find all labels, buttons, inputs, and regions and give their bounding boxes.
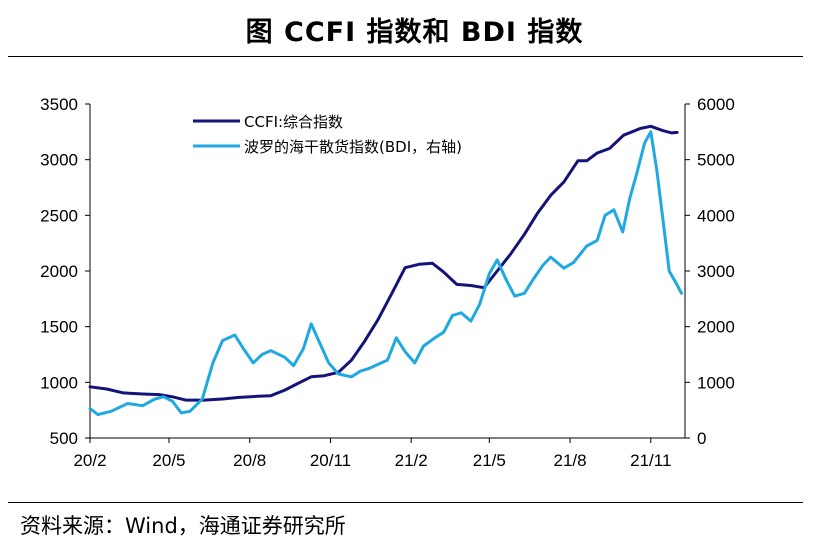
chart-canvas: 3500 3000 2500 2000 1500 1000 500 6000 5000 4000 3… [40,95,735,470]
x-tick-label: 20/11 [310,451,351,470]
x-tick-label: 21/5 [473,451,506,470]
right-tick-label: 3000 [697,262,735,281]
title-rule [8,56,803,57]
right-tick-label: 2000 [697,318,735,337]
left-tick-label: 2500 [40,206,78,225]
x-tick-label: 20/5 [152,451,185,470]
legend-bdi-label: 波罗的海干散货指数(BDI，右轴) [244,138,462,156]
axes: 3500 3000 2500 2000 1500 1000 500 6000 5000 4000 3… [40,95,735,470]
right-tick-label: 0 [697,429,706,448]
left-tick-label: 1000 [40,373,78,392]
x-tick-label: 21/11 [630,451,671,470]
x-tick-label: 20/8 [233,451,266,470]
left-tick-label: 3500 [40,95,78,114]
x-tick-label: 20/2 [73,451,106,470]
legend-ccfi-label: CCFI:综合指数 [244,113,343,131]
ccfi-series-line [88,124,679,402]
right-tick-label: 6000 [697,95,735,114]
bdi-series-line [88,130,683,417]
right-tick-label: 5000 [697,151,735,170]
series-lines [88,124,683,417]
right-tick-label: 4000 [697,206,735,225]
left-tick-label: 3000 [40,151,78,170]
left-tick-label: 1500 [40,318,78,337]
source-rule [8,502,803,503]
x-tick-label: 21/8 [553,451,586,470]
left-tick-label: 2000 [40,262,78,281]
source-note: 资料来源：Wind，海通证券研究所 [20,514,346,538]
x-tick-label: 21/2 [395,451,428,470]
right-tick-label: 1000 [697,373,735,392]
left-tick-label: 500 [50,429,78,448]
chart-title: 图 CCFI 指数和 BDI 指数 [245,17,584,48]
